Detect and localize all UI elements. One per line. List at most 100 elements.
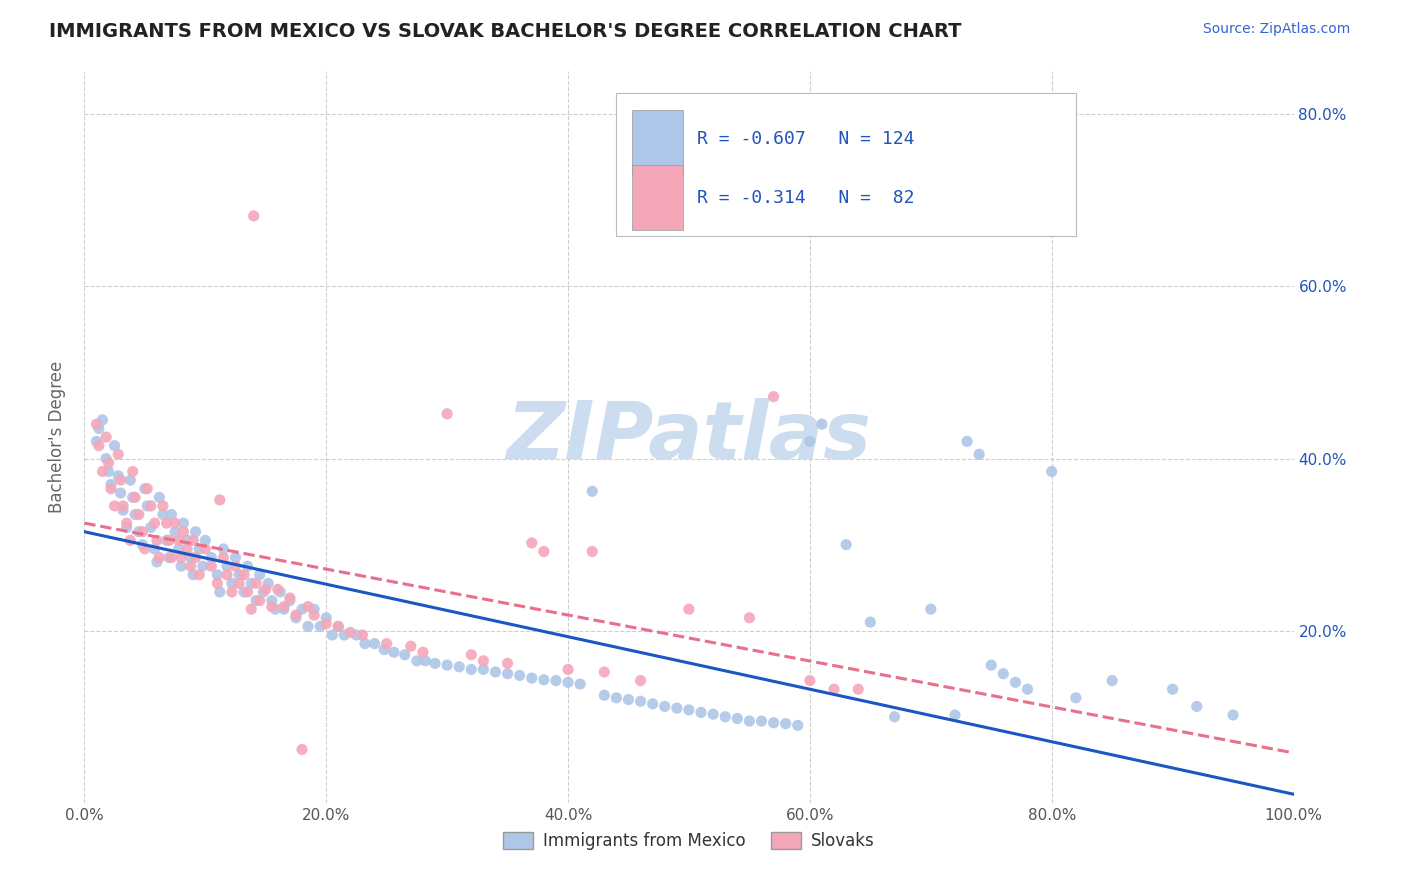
- Text: IMMIGRANTS FROM MEXICO VS SLOVAK BACHELOR'S DEGREE CORRELATION CHART: IMMIGRANTS FROM MEXICO VS SLOVAK BACHELO…: [49, 22, 962, 41]
- Point: [146, 533, 169, 548]
- Point: [260, 593, 283, 607]
- Point: [702, 707, 724, 722]
- Point: [120, 533, 142, 548]
- Point: [993, 666, 1015, 681]
- Point: [157, 533, 180, 548]
- Legend: Immigrants from Mexico, Slovaks: Immigrants from Mexico, Slovaks: [496, 825, 882, 856]
- Point: [86, 417, 108, 432]
- Point: [112, 499, 135, 513]
- Text: R = -0.314   N =  82: R = -0.314 N = 82: [697, 189, 915, 207]
- Point: [245, 576, 267, 591]
- Point: [208, 585, 231, 599]
- Text: R = -0.607   N = 124: R = -0.607 N = 124: [697, 130, 915, 148]
- Point: [581, 544, 603, 558]
- Point: [152, 508, 174, 522]
- Point: [509, 668, 531, 682]
- Point: [399, 639, 422, 653]
- Point: [363, 637, 385, 651]
- Point: [100, 477, 122, 491]
- Point: [436, 658, 458, 673]
- Point: [134, 541, 156, 556]
- Point: [544, 673, 567, 688]
- Point: [240, 602, 263, 616]
- Point: [184, 524, 207, 539]
- Point: [799, 434, 821, 449]
- Point: [180, 550, 202, 565]
- Point: [273, 599, 295, 614]
- Point: [94, 430, 117, 444]
- Point: [146, 555, 169, 569]
- Point: [254, 582, 277, 597]
- Point: [665, 701, 688, 715]
- Point: [859, 615, 882, 629]
- Point: [823, 682, 845, 697]
- Point: [533, 544, 555, 558]
- Point: [1040, 465, 1063, 479]
- Point: [121, 491, 143, 505]
- Point: [136, 499, 159, 513]
- Point: [112, 503, 135, 517]
- Point: [143, 516, 166, 530]
- Point: [678, 602, 700, 616]
- Point: [221, 585, 243, 599]
- Point: [128, 524, 150, 539]
- Point: [120, 473, 142, 487]
- Point: [328, 619, 350, 633]
- Point: [557, 662, 579, 676]
- Point: [249, 567, 271, 582]
- Point: [160, 508, 183, 522]
- Point: [242, 209, 264, 223]
- FancyBboxPatch shape: [633, 110, 683, 175]
- Point: [284, 608, 308, 623]
- Point: [86, 434, 108, 449]
- Point: [811, 417, 834, 432]
- Point: [110, 486, 132, 500]
- Point: [121, 465, 143, 479]
- Point: [641, 697, 664, 711]
- Point: [215, 559, 238, 574]
- Point: [176, 533, 198, 548]
- Text: Source: ZipAtlas.com: Source: ZipAtlas.com: [1202, 22, 1350, 37]
- Point: [352, 628, 374, 642]
- Point: [956, 434, 979, 449]
- Point: [738, 611, 761, 625]
- Y-axis label: Bachelor's Degree: Bachelor's Degree: [48, 361, 66, 513]
- Point: [225, 559, 247, 574]
- Point: [233, 585, 256, 599]
- Point: [920, 602, 942, 616]
- Point: [225, 550, 247, 565]
- Point: [449, 660, 471, 674]
- Point: [412, 645, 434, 659]
- Point: [333, 628, 356, 642]
- Point: [115, 520, 138, 534]
- Point: [1101, 673, 1123, 688]
- Point: [181, 533, 204, 548]
- Point: [233, 567, 256, 582]
- Point: [339, 625, 361, 640]
- Point: [678, 703, 700, 717]
- Point: [883, 710, 905, 724]
- FancyBboxPatch shape: [633, 165, 683, 230]
- Point: [406, 654, 429, 668]
- Point: [215, 567, 238, 582]
- Point: [284, 611, 308, 625]
- Point: [188, 567, 211, 582]
- Point: [297, 619, 319, 633]
- Point: [167, 541, 190, 556]
- Point: [472, 662, 495, 676]
- Point: [184, 550, 207, 565]
- Point: [131, 538, 153, 552]
- Point: [194, 541, 217, 556]
- Point: [134, 482, 156, 496]
- Point: [148, 491, 170, 505]
- Point: [136, 482, 159, 496]
- Point: [581, 484, 603, 499]
- Point: [762, 390, 785, 404]
- Point: [165, 524, 187, 539]
- Point: [460, 662, 482, 676]
- Point: [775, 716, 797, 731]
- Point: [212, 541, 235, 556]
- Point: [302, 608, 325, 623]
- Point: [423, 657, 446, 671]
- Point: [738, 714, 761, 728]
